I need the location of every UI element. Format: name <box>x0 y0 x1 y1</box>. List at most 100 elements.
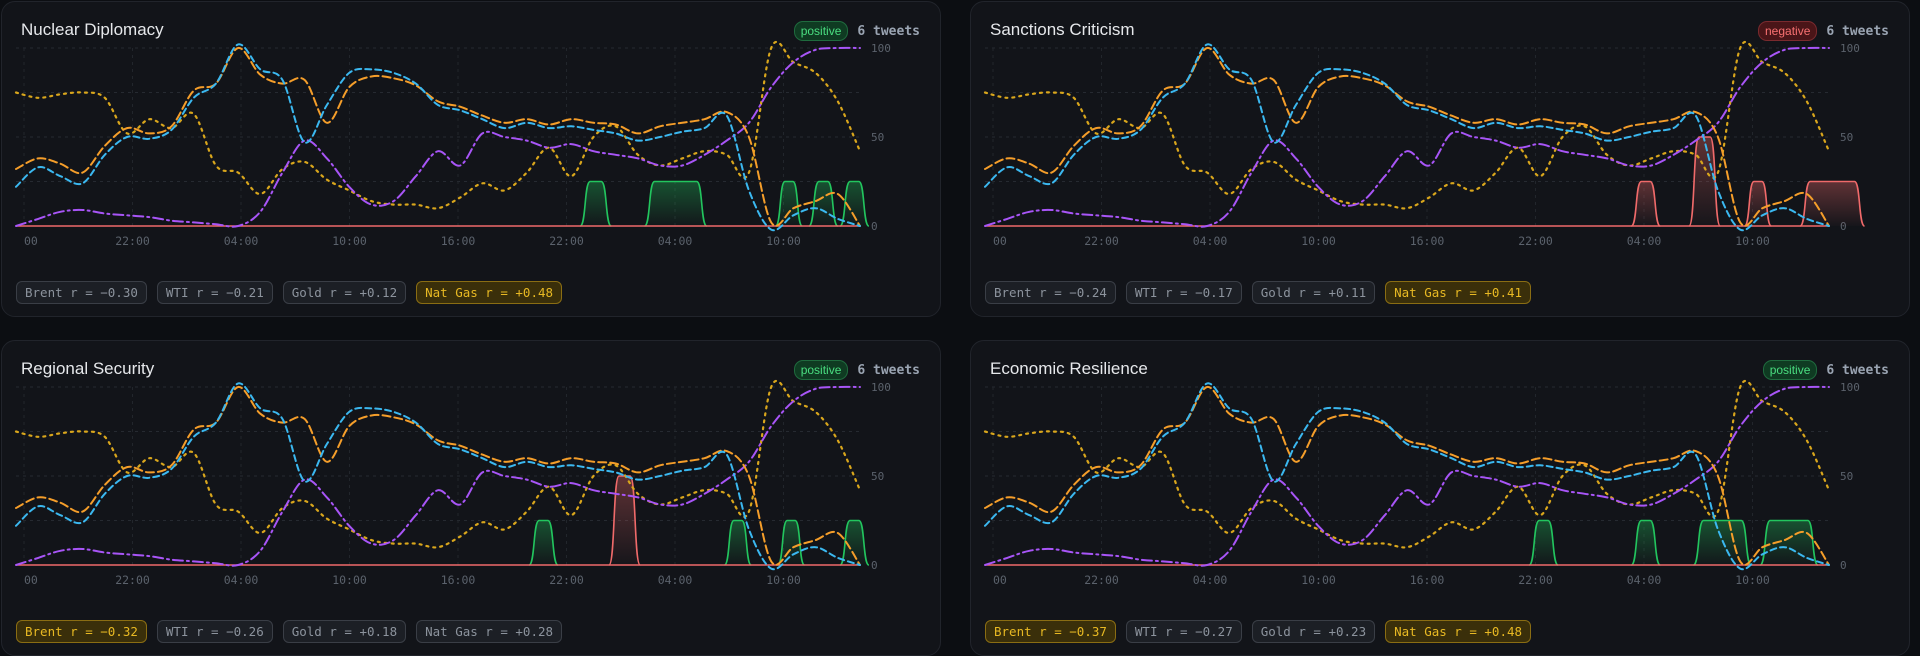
y-tick-label: 100 <box>1840 42 1860 55</box>
correlation-pill-brent: Brent r = −0.37 <box>985 620 1116 643</box>
x-tick-label: 04:00 <box>658 573 693 587</box>
correlation-pill-wti: WTI r = −0.27 <box>1125 620 1242 643</box>
y-tick-label: 0 <box>1840 559 1847 572</box>
tweet-pulse <box>1688 136 1721 227</box>
y-tick-label: 100 <box>1840 381 1860 394</box>
card-header-meta: positive 6 tweets <box>793 360 920 380</box>
tweet-pulse <box>839 519 870 566</box>
price-chart: 00 22:00 04:00 10:00 16:00 22:00 04:00 10:00 100… <box>14 379 891 587</box>
tweet-pulse <box>1743 180 1773 227</box>
tweet-pulse-fill <box>840 520 869 565</box>
x-tick-label: 22:00 <box>549 573 584 587</box>
x-tick-label: 04:00 <box>1627 573 1662 587</box>
tweet-pulse-fill <box>1689 137 1721 226</box>
sentiment-badge: positive <box>1762 360 1818 380</box>
x-tick-label: 22:00 <box>115 573 150 587</box>
chart-card-2: Sanctions Criticism negative 6 tweets 00… <box>970 1 1910 317</box>
tweet-pulse <box>1630 180 1661 227</box>
x-tick-label: 16:00 <box>1410 573 1445 587</box>
x-tick-label: 00 <box>993 573 1007 587</box>
tweet-pulse <box>774 180 804 227</box>
correlation-pill-wti: WTI r = −0.26 <box>156 620 273 643</box>
correlation-pill-gold: Gold r = +0.18 <box>282 620 407 643</box>
tweet-count: 6 tweets <box>857 362 920 378</box>
tweet-pulse <box>1630 519 1661 566</box>
tweet-pulse-fill <box>529 520 558 565</box>
tweet-pulse <box>1692 519 1753 566</box>
card-title: Regional Security <box>21 359 155 378</box>
tweet-pulse <box>579 180 613 227</box>
series-gold-line <box>983 40 1831 210</box>
price-chart: 00 22:00 04:00 10:00 16:00 22:00 04:00 10:00 100… <box>14 40 891 248</box>
tweet-pulse-fill <box>644 181 707 226</box>
x-tick-label: 10:00 <box>1735 573 1770 587</box>
correlation-pill-brent: Brent r = −0.30 <box>16 281 147 304</box>
tweet-pulse-fill <box>1800 181 1865 226</box>
x-tick-label: 22:00 <box>1518 234 1553 248</box>
series-wti-line <box>15 43 861 232</box>
correlation-pill-wti: WTI r = −0.17 <box>1125 281 1242 304</box>
correlation-pills: Brent r = −0.24 WTI r = −0.17 Gold r = +… <box>985 281 1532 304</box>
y-tick-label: 100 <box>871 381 891 394</box>
x-tick-label: 04:00 <box>1193 234 1228 248</box>
y-tick-label: 0 <box>1840 220 1847 233</box>
sentiment-badge: positive <box>793 360 849 380</box>
x-tick-label: 10:00 <box>332 573 367 587</box>
x-tick-label: 04:00 <box>1627 234 1662 248</box>
correlation-pill-gold: Gold r = +0.23 <box>1251 620 1376 643</box>
series-gold-line <box>14 40 862 210</box>
correlation-pill-natgas: Nat Gas r = +0.48 <box>416 281 563 304</box>
tweet-pulse <box>1528 519 1559 566</box>
card-title: Sanctions Criticism <box>990 20 1135 39</box>
x-tick-label: 04:00 <box>224 234 259 248</box>
chart-card-1: Nuclear Diplomacy positive 6 tweets 00 22… <box>1 1 941 317</box>
tweet-pulse <box>839 180 870 227</box>
tweet-count: 6 tweets <box>857 23 920 39</box>
series-gold-line <box>14 379 862 549</box>
correlation-pills: Brent r = −0.30 WTI r = −0.21 Gold r = +… <box>16 281 563 304</box>
y-tick-label: 0 <box>871 559 878 572</box>
correlation-pills: Brent r = −0.32 WTI r = −0.26 Gold r = +… <box>16 620 563 643</box>
y-tick-label: 50 <box>1840 470 1853 483</box>
tweet-pulse <box>777 519 806 566</box>
series-wti-line <box>15 382 861 571</box>
series-wti-line <box>984 382 1830 571</box>
correlation-pill-brent: Brent r = −0.32 <box>16 620 147 643</box>
chart-card-4: Economic Resilience positive 6 tweets 00… <box>970 340 1910 656</box>
series-gold-line <box>983 379 1831 549</box>
tweet-pulse-fill <box>609 476 641 565</box>
x-tick-label: 10:00 <box>332 234 367 248</box>
tweet-pulse-fill <box>840 181 869 226</box>
x-tick-label: 16:00 <box>1410 234 1445 248</box>
x-tick-label: 00 <box>24 234 38 248</box>
x-tick-label: 22:00 <box>1518 573 1553 587</box>
x-tick-label: 10:00 <box>1735 234 1770 248</box>
correlation-pill-gold: Gold r = +0.11 <box>1251 281 1376 304</box>
price-chart: 00 22:00 04:00 10:00 16:00 22:00 04:00 10:00 100… <box>983 379 1860 587</box>
correlation-pill-wti: WTI r = −0.21 <box>156 281 273 304</box>
correlation-pill-natgas: Nat Gas r = +0.48 <box>1385 620 1532 643</box>
series-natgas-line <box>15 385 861 567</box>
x-tick-label: 00 <box>24 573 38 587</box>
x-tick-label: 16:00 <box>441 573 476 587</box>
y-tick-label: 50 <box>871 131 884 144</box>
series-brent-line <box>984 386 1830 566</box>
correlation-pill-brent: Brent r = −0.24 <box>985 281 1116 304</box>
tweet-pulse <box>1799 180 1866 227</box>
tweet-pulse <box>643 180 708 227</box>
x-tick-label: 16:00 <box>441 234 476 248</box>
x-tick-label: 04:00 <box>224 573 259 587</box>
x-tick-label: 10:00 <box>766 573 801 587</box>
x-tick-label: 10:00 <box>766 234 801 248</box>
sentiment-badge: positive <box>793 21 849 41</box>
sentiment-badge: negative <box>1758 21 1818 41</box>
series-natgas-line <box>15 46 861 228</box>
tweet-pulse-fill <box>777 520 805 565</box>
tweet-pulse <box>723 519 752 566</box>
tweet-pulse-fill <box>724 520 752 565</box>
correlation-pill-natgas: Nat Gas r = +0.41 <box>1385 281 1532 304</box>
x-tick-label: 10:00 <box>1301 573 1336 587</box>
chart-card-3: Regional Security positive 6 tweets 00 22… <box>1 340 941 656</box>
tweet-count: 6 tweets <box>1826 362 1889 378</box>
correlation-pill-natgas: Nat Gas r = +0.28 <box>416 620 563 643</box>
